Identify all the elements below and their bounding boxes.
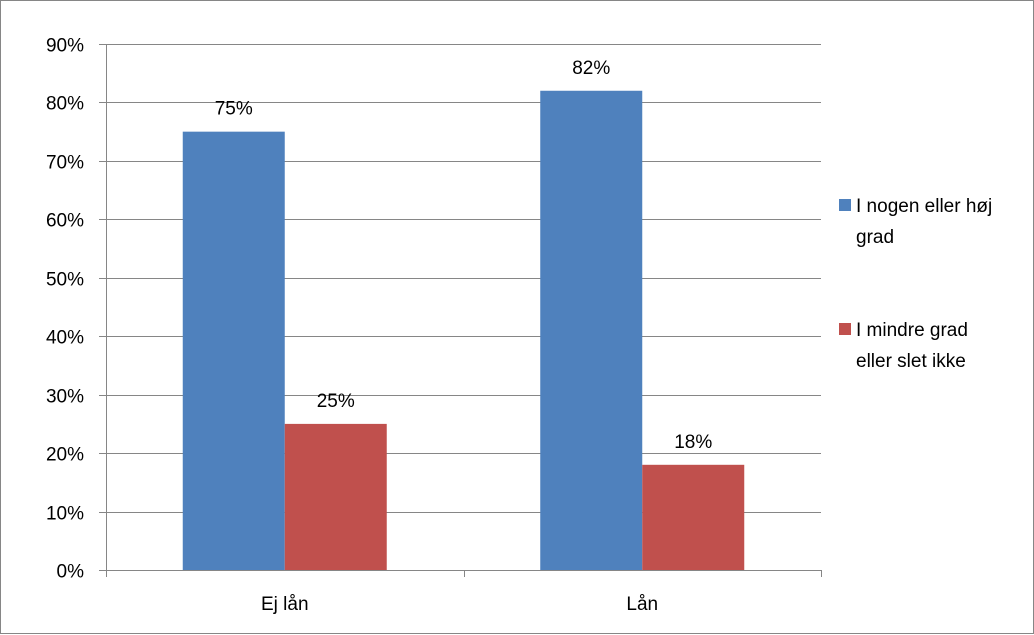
y-tick-label: 70% [46, 153, 84, 174]
data-label: 18% [674, 432, 712, 453]
legend-label: grad [856, 227, 894, 248]
bar-high-0 [182, 131, 285, 570]
legend: I nogen eller høj grad I mindre grad eller … [839, 196, 992, 372]
bar-low-1 [642, 464, 745, 570]
data-label: 75% [215, 99, 253, 120]
y-tick-label: 0% [57, 562, 85, 583]
data-labels: 75% 25% 82% 18% [215, 58, 713, 453]
legend-swatch [839, 323, 851, 335]
y-tick-label: 40% [46, 328, 84, 349]
legend-label: eller slet ikke [856, 351, 966, 372]
y-tick-label: 90% [46, 36, 84, 57]
data-label: 82% [572, 58, 610, 79]
x-category-label: Lån [626, 594, 658, 615]
y-tick-label: 50% [46, 270, 84, 291]
y-tick-label: 10% [46, 504, 84, 525]
bar-low-0 [284, 423, 387, 570]
axes: 0% 10% 20% 30% 40% 50% 60% 70% 80% 90% Ej lån Lån [46, 36, 822, 615]
data-label: 25% [317, 391, 355, 412]
y-tick-label: 30% [46, 387, 84, 408]
legend-swatch [839, 199, 851, 211]
bar-high-1 [540, 90, 643, 570]
legend-label: I nogen eller høj [856, 196, 992, 217]
x-category-label: Ej lån [261, 594, 309, 615]
y-tick-label: 60% [46, 211, 84, 232]
y-tick-label: 20% [46, 445, 84, 466]
bars [182, 90, 745, 570]
legend-label: I mindre grad [856, 320, 968, 341]
y-tick-label: 80% [46, 94, 84, 115]
